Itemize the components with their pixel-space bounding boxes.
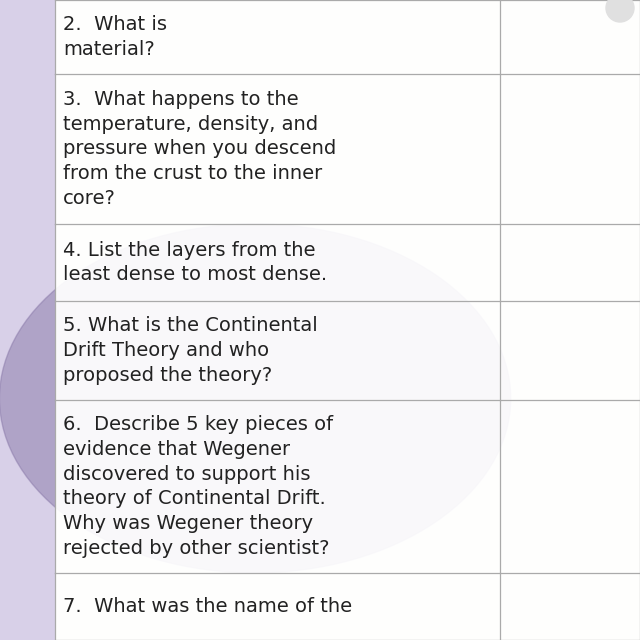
Text: 4. List the layers from the
least dense to most dense.: 4. List the layers from the least dense …	[63, 241, 327, 284]
Bar	[500, 74, 640, 224]
Bar	[55, 0, 500, 74]
Bar	[55, 74, 500, 224]
Ellipse shape	[0, 224, 511, 573]
Text: 2.  What is
material?: 2. What is material?	[63, 15, 167, 59]
Text: 3.  What happens to the
temperature, density, and
pressure when you descend
from: 3. What happens to the temperature, dens…	[63, 90, 336, 208]
Bar	[55, 400, 500, 573]
Text: 5. What is the Continental
Drift Theory and who
proposed the theory?: 5. What is the Continental Drift Theory …	[63, 316, 317, 385]
Bar	[55, 224, 500, 301]
Bar	[500, 224, 640, 301]
Circle shape	[606, 0, 634, 22]
Bar	[500, 400, 640, 573]
Bar	[55, 301, 500, 400]
Bar	[500, 301, 640, 400]
Text: 7.  What was the name of the: 7. What was the name of the	[63, 597, 352, 616]
Bar	[55, 573, 500, 640]
Bar	[500, 0, 640, 74]
Text: 6.  Describe 5 key pieces of
evidence that Wegener
discovered to support his
the: 6. Describe 5 key pieces of evidence tha…	[63, 415, 333, 557]
Bar	[500, 573, 640, 640]
